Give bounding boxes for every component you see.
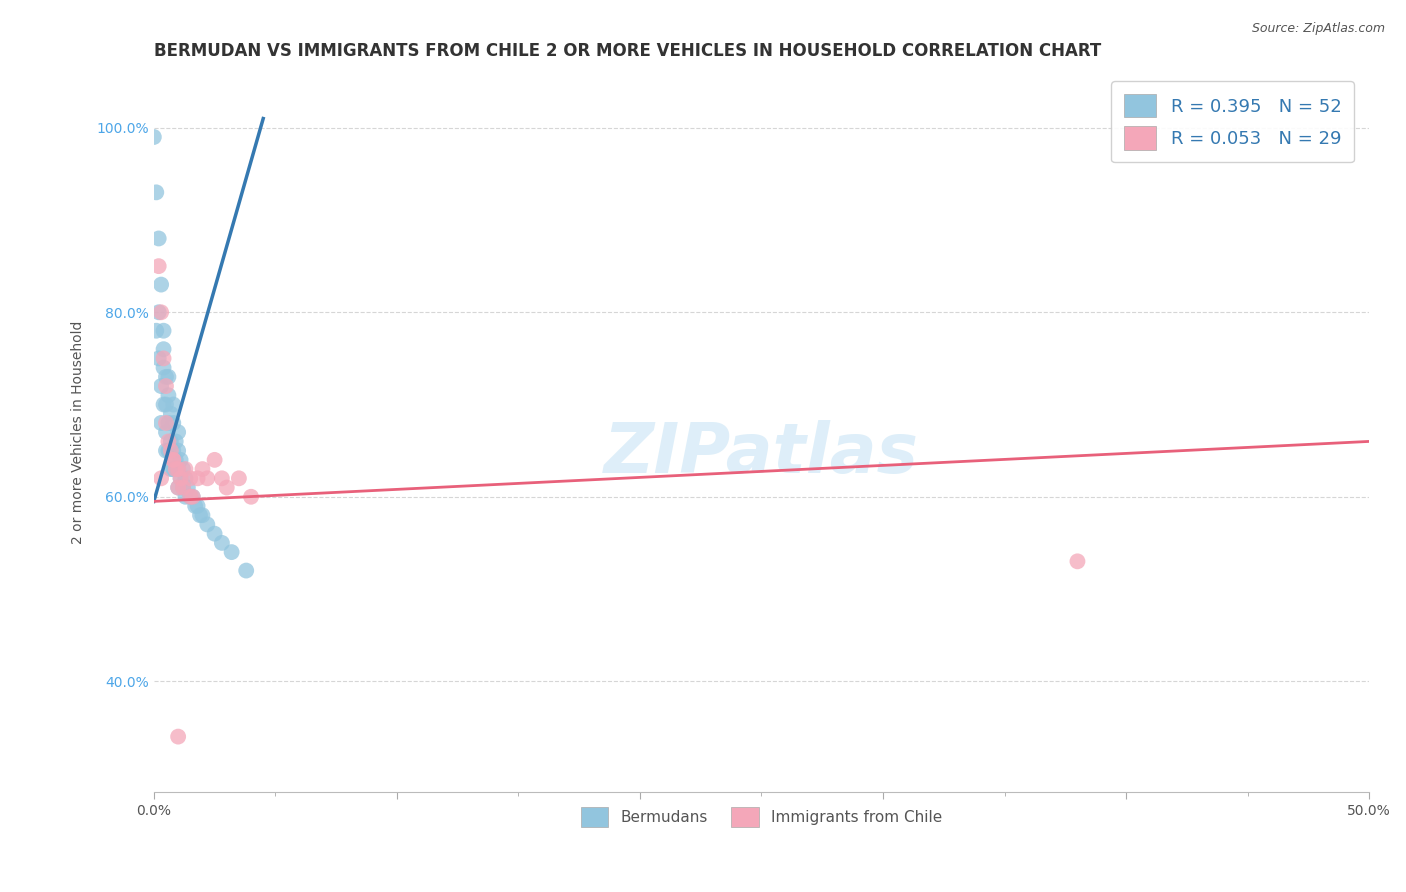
Point bbox=[155, 369, 177, 384]
Point bbox=[188, 508, 211, 523]
Point bbox=[155, 397, 177, 411]
Point bbox=[162, 453, 184, 467]
Point bbox=[162, 462, 184, 476]
Point bbox=[145, 324, 167, 338]
Point bbox=[204, 526, 226, 541]
Point bbox=[167, 730, 190, 744]
Point bbox=[174, 490, 197, 504]
Point bbox=[191, 462, 214, 476]
Point bbox=[215, 481, 238, 495]
Point bbox=[167, 443, 190, 458]
Point bbox=[160, 443, 183, 458]
Point bbox=[152, 351, 174, 366]
Point bbox=[177, 481, 200, 495]
Point bbox=[167, 481, 190, 495]
Point bbox=[148, 305, 170, 319]
Point bbox=[157, 434, 180, 449]
Point bbox=[150, 277, 173, 292]
Y-axis label: 2 or more Vehicles in Household: 2 or more Vehicles in Household bbox=[72, 320, 86, 544]
Point bbox=[187, 499, 209, 513]
Point bbox=[181, 490, 204, 504]
Point bbox=[167, 462, 190, 476]
Point bbox=[179, 471, 201, 485]
Point bbox=[155, 443, 177, 458]
Text: ZIPatlas: ZIPatlas bbox=[605, 420, 920, 487]
Point bbox=[179, 490, 201, 504]
Point bbox=[179, 490, 201, 504]
Point bbox=[1066, 554, 1088, 568]
Point bbox=[174, 462, 197, 476]
Point bbox=[172, 481, 194, 495]
Point bbox=[169, 453, 191, 467]
Legend: Bermudans, Immigrants from Chile: Bermudans, Immigrants from Chile bbox=[574, 800, 949, 835]
Point bbox=[228, 471, 250, 485]
Point bbox=[191, 508, 214, 523]
Point bbox=[160, 407, 183, 421]
Point bbox=[148, 351, 170, 366]
Point bbox=[155, 425, 177, 440]
Point bbox=[155, 379, 177, 393]
Point bbox=[150, 471, 173, 485]
Point bbox=[150, 305, 173, 319]
Point bbox=[162, 443, 184, 458]
Point bbox=[155, 416, 177, 430]
Point bbox=[162, 416, 184, 430]
Point bbox=[240, 490, 263, 504]
Point bbox=[167, 425, 190, 440]
Point bbox=[162, 453, 184, 467]
Point bbox=[195, 517, 218, 532]
Point bbox=[187, 471, 209, 485]
Point bbox=[165, 453, 187, 467]
Point bbox=[150, 379, 173, 393]
Point bbox=[162, 397, 184, 411]
Point bbox=[169, 471, 191, 485]
Point bbox=[181, 490, 204, 504]
Text: BERMUDAN VS IMMIGRANTS FROM CHILE 2 OR MORE VEHICLES IN HOUSEHOLD CORRELATION CH: BERMUDAN VS IMMIGRANTS FROM CHILE 2 OR M… bbox=[153, 42, 1101, 60]
Point bbox=[152, 397, 174, 411]
Point bbox=[142, 130, 165, 145]
Point bbox=[152, 342, 174, 356]
Text: Source: ZipAtlas.com: Source: ZipAtlas.com bbox=[1251, 22, 1385, 36]
Point bbox=[204, 453, 226, 467]
Point bbox=[221, 545, 243, 559]
Point bbox=[211, 536, 233, 550]
Point bbox=[145, 186, 167, 200]
Point bbox=[157, 388, 180, 402]
Point bbox=[160, 434, 183, 449]
Point bbox=[152, 324, 174, 338]
Point bbox=[184, 499, 207, 513]
Point bbox=[165, 434, 187, 449]
Point bbox=[169, 471, 191, 485]
Point bbox=[195, 471, 218, 485]
Point bbox=[167, 462, 190, 476]
Point bbox=[157, 416, 180, 430]
Point bbox=[148, 259, 170, 273]
Point bbox=[152, 360, 174, 375]
Point bbox=[160, 462, 183, 476]
Point bbox=[157, 369, 180, 384]
Point bbox=[150, 416, 173, 430]
Point bbox=[211, 471, 233, 485]
Point bbox=[174, 471, 197, 485]
Point bbox=[167, 481, 190, 495]
Point bbox=[165, 462, 187, 476]
Point bbox=[172, 481, 194, 495]
Point bbox=[157, 443, 180, 458]
Point bbox=[148, 231, 170, 245]
Point bbox=[172, 462, 194, 476]
Point bbox=[235, 564, 257, 578]
